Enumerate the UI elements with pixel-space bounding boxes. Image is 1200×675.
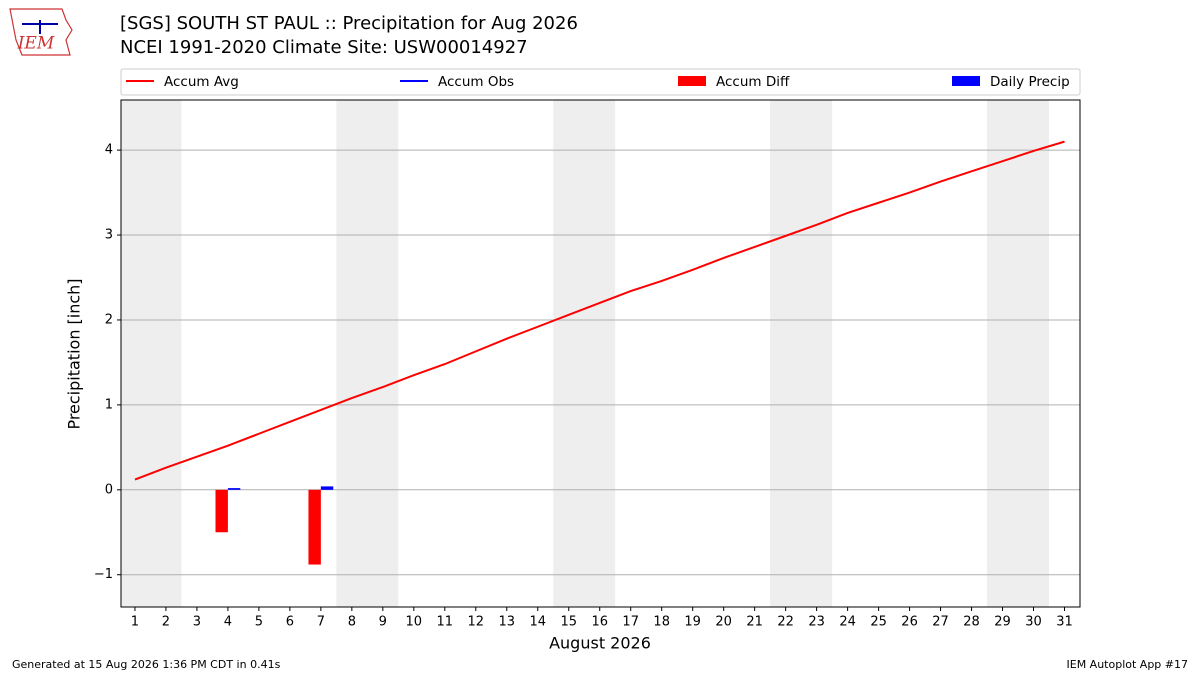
y-tick-label: 0 [105,482,113,497]
x-tick-label: 15 [560,615,577,630]
x-tick-label: 29 [994,615,1011,630]
weekend-shade [553,100,616,607]
y-axis-label: Precipitation [inch] [65,278,84,429]
x-tick-label: 6 [286,615,294,630]
y-tick-label: 1 [105,397,113,412]
x-tick-label: 26 [901,615,918,630]
y-tick-label: 3 [105,228,113,243]
x-tick-label: 16 [591,615,608,630]
accum-line [134,140,1065,481]
x-tick-label: 28 [963,615,980,630]
bar [308,489,321,565]
footer-left: Generated at 15 Aug 2026 1:36 PM CDT in … [12,658,281,671]
x-tick-label: 31 [1056,615,1073,630]
x-tick-label: 22 [777,615,794,630]
legend-label: Accum Avg [164,74,239,90]
x-axis-label: August 2026 [549,634,651,653]
x-tick-label: 27 [932,615,949,630]
logo-text: IEM [17,34,55,54]
legend-label: Daily Precip [990,74,1070,90]
x-tick-label: 11 [437,615,454,630]
legend-label: Accum Diff [716,74,790,90]
plot-frame [120,99,1081,608]
x-tick-label: 23 [808,615,825,630]
legend-label: Accum Obs [438,74,514,90]
x-tick-label: 25 [870,615,887,630]
logo: IEM [9,8,73,56]
legend-swatch [952,76,980,86]
x-tick-label: 10 [406,615,423,630]
chart-subtitle: NCEI 1991-2020 Climate Site: USW00014927 [120,37,528,58]
x-tick-label: 13 [498,615,515,630]
x-tick-label: 2 [162,615,170,630]
y-tick-label: 4 [105,143,113,158]
x-tick-label: 8 [348,615,356,630]
x-tick-label: 24 [839,615,856,630]
x-tick-label: 9 [379,615,387,630]
x-tick-label: 1 [131,615,139,630]
x-tick-label: 18 [653,615,670,630]
bar [227,488,241,490]
weekend-shade [121,100,182,607]
chart-title: [SGS] SOUTH ST PAUL :: Precipitation for… [120,13,578,34]
footer-right: IEM Autoplot App #17 [1067,658,1189,671]
x-tick-label: 3 [193,615,201,630]
x-tick-label: 30 [1025,615,1042,630]
x-tick-label: 21 [746,615,763,630]
weekend-shade [987,100,1050,607]
x-tick-label: 4 [224,615,232,630]
weekend-shade [770,100,833,607]
legend-box [120,68,1081,96]
bar [320,486,334,490]
x-tick-label: 12 [468,615,485,630]
legend-swatch [678,76,706,86]
x-tick-label: 17 [622,615,639,630]
x-tick-label: 5 [255,615,263,630]
weekend-shade [336,100,399,607]
x-tick-label: 14 [529,615,546,630]
x-tick-label: 19 [684,615,701,630]
bar [215,489,228,533]
y-tick-label: 2 [105,312,113,327]
y-tick-label: −1 [94,567,113,582]
x-tick-label: 20 [715,615,732,630]
x-tick-label: 7 [317,615,325,630]
